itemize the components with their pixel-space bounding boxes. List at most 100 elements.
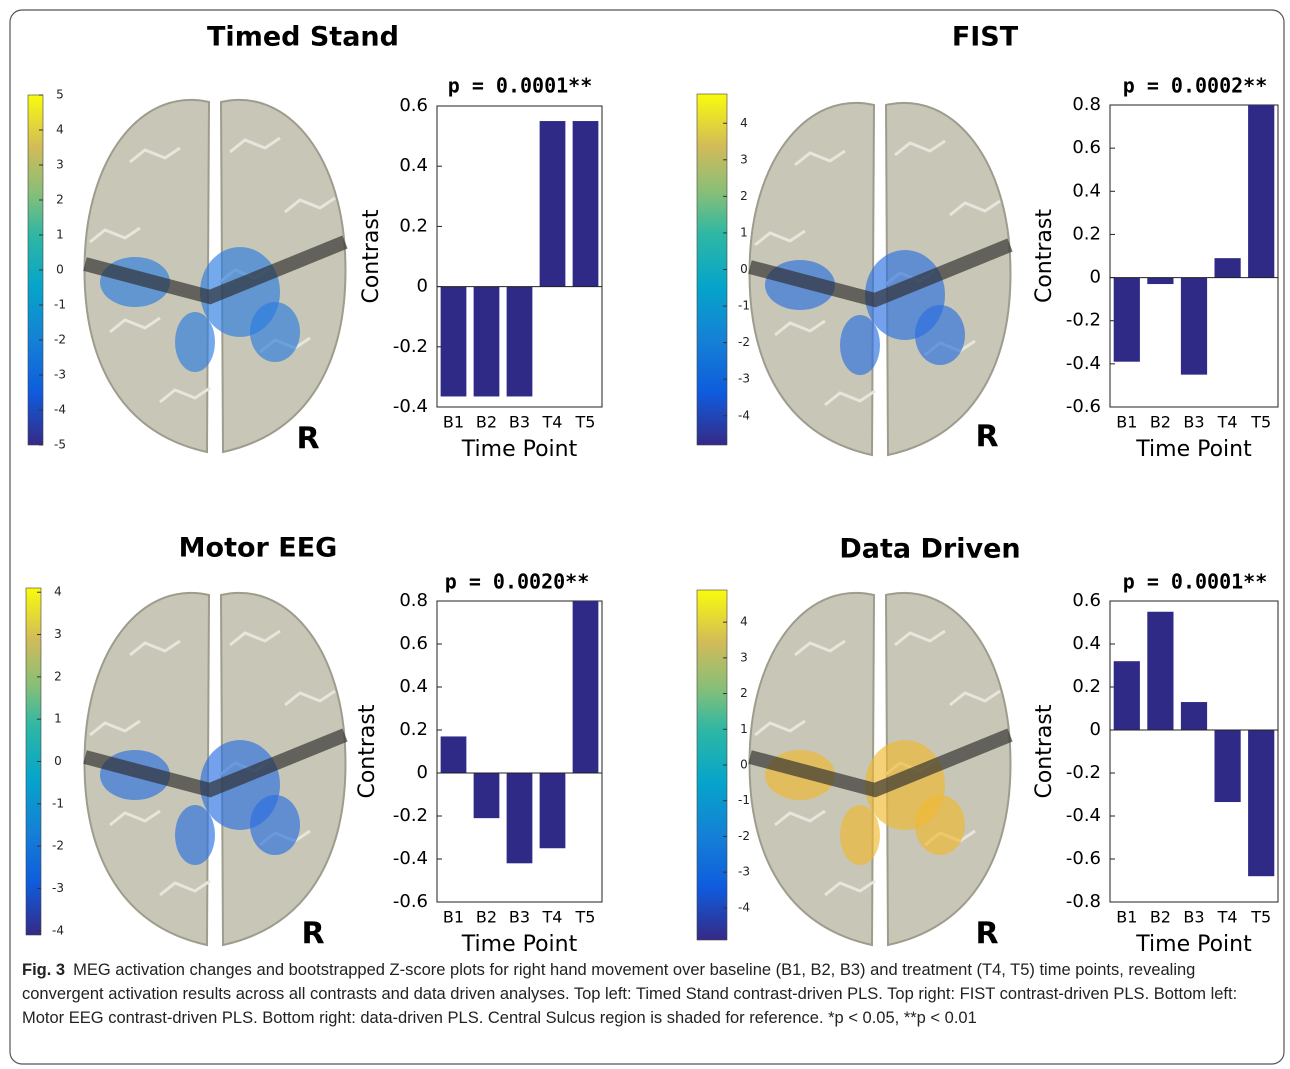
- chart-subtitle: p = 0.0002**: [1123, 74, 1268, 98]
- colorbar-tick-label: 4: [740, 615, 748, 629]
- panel-title: Motor EEG: [179, 533, 338, 564]
- colorbar-tick-label: 2: [56, 193, 64, 207]
- x-tick-label: B3: [509, 413, 530, 432]
- y-tick-label: 0.8: [399, 590, 428, 611]
- x-tick-label: B1: [1116, 413, 1137, 432]
- colorbar-tick-label: 2: [54, 669, 62, 683]
- colorbar-tick-label: -1: [52, 796, 64, 810]
- bar: [441, 287, 467, 397]
- y-tick-label: -0.6: [1066, 396, 1101, 417]
- bar: [573, 601, 599, 773]
- colorbar-tick-label: -3: [52, 881, 64, 895]
- y-tick-label: 0: [1090, 719, 1101, 740]
- colorbar-tick-label: 4: [740, 116, 748, 130]
- y-tick-label: -0.6: [1066, 848, 1101, 869]
- colorbar-tick-label: -3: [738, 865, 750, 879]
- colorbar-tick-label: 3: [54, 627, 62, 641]
- x-tick-label: T5: [575, 908, 596, 927]
- caption-text: MEG activation changes and bootstrapped …: [22, 961, 1237, 1027]
- brain-image: [85, 100, 346, 452]
- activation-blob: [175, 312, 215, 372]
- y-tick-label: -0.2: [1066, 310, 1101, 331]
- colorbar-tick-label: 5: [56, 88, 64, 102]
- y-tick-label: 0.2: [399, 719, 428, 740]
- bar: [507, 287, 533, 397]
- colorbar-tick-label: 2: [740, 686, 748, 700]
- x-tick-label: B1: [443, 413, 464, 432]
- x-tick-label: B1: [1116, 908, 1137, 927]
- y-tick-label: 0.6: [1072, 137, 1101, 158]
- bar: [1248, 105, 1274, 278]
- x-tick-label: B3: [509, 908, 530, 927]
- bar: [507, 773, 533, 863]
- bar: [441, 736, 467, 773]
- colorbar-tick-label: -2: [52, 839, 64, 853]
- activation-blob: [915, 305, 965, 365]
- y-axis-label: Contrast: [1032, 704, 1057, 798]
- colorbar-tick-label: -1: [738, 793, 750, 807]
- bar: [1114, 278, 1140, 362]
- activation-blob: [175, 805, 215, 865]
- activation-blob: [840, 805, 880, 865]
- bar: [1114, 661, 1140, 730]
- x-tick-label: B2: [1150, 413, 1171, 432]
- panel-title: Data Driven: [839, 534, 1020, 565]
- y-tick-label: -0.4: [1066, 353, 1101, 374]
- bar: [1181, 278, 1207, 375]
- y-tick-label: -0.8: [1066, 891, 1101, 912]
- y-axis-label: Contrast: [355, 704, 380, 798]
- x-axis-label: Time Point: [461, 437, 578, 462]
- colorbar-tick-label: -2: [738, 335, 750, 349]
- y-tick-label: -0.4: [393, 396, 428, 417]
- bar: [474, 773, 500, 818]
- y-axis-label: Contrast: [1032, 209, 1057, 303]
- hemisphere-label: R: [296, 422, 319, 457]
- y-tick-label: 0: [1090, 267, 1101, 288]
- brain-image: [750, 593, 1011, 945]
- y-tick-label: -0.4: [393, 848, 428, 869]
- colorbar-tick-label: -2: [738, 829, 750, 843]
- colorbar-tick-label: 4: [56, 123, 64, 137]
- bar: [1248, 730, 1274, 876]
- page: Timed Stand-5-4-3-2-1012345Rp = 0.0001**…: [0, 0, 1290, 1069]
- colorbar-tick-label: 1: [740, 225, 748, 239]
- y-tick-label: -0.2: [393, 336, 428, 357]
- x-tick-label: B2: [1150, 908, 1171, 927]
- colorbar-tick-label: 1: [56, 228, 64, 242]
- y-tick-label: -0.2: [393, 805, 428, 826]
- bar: [1214, 730, 1240, 802]
- y-tick-label: 0.4: [399, 155, 428, 176]
- x-tick-label: T4: [542, 413, 563, 432]
- y-tick-label: -0.2: [1066, 762, 1101, 783]
- y-tick-label: 0.6: [1072, 590, 1101, 611]
- colorbar-tick-label: -3: [738, 372, 750, 386]
- colorbar-tick-label: -2: [54, 333, 66, 347]
- bar: [540, 121, 566, 287]
- y-tick-label: 0.4: [399, 676, 428, 697]
- hemisphere-label: R: [301, 917, 324, 952]
- activation-blob: [250, 302, 300, 362]
- bar: [540, 773, 566, 848]
- chart-subtitle: p = 0.0001**: [1123, 570, 1268, 594]
- colorbar-tick-label: -3: [54, 368, 66, 382]
- colorbar-tick-label: -4: [738, 408, 750, 422]
- chart-subtitle: p = 0.0020**: [445, 570, 590, 594]
- colorbar-tick-label: 3: [740, 152, 748, 166]
- y-tick-label: 0.2: [1072, 223, 1101, 244]
- colorbar-tick-label: 0: [56, 263, 64, 277]
- brain-image: [750, 103, 1011, 455]
- x-axis-label: Time Point: [1135, 932, 1252, 957]
- chart-subtitle: p = 0.0001**: [448, 74, 593, 98]
- x-axis-label: Time Point: [461, 932, 578, 957]
- y-tick-label: 0: [417, 276, 428, 297]
- bar: [1214, 258, 1240, 277]
- colorbar-tick-label: 3: [56, 158, 64, 172]
- x-tick-label: T4: [1217, 908, 1238, 927]
- x-tick-label: B1: [443, 908, 464, 927]
- x-tick-label: B2: [476, 908, 497, 927]
- caption-label: Fig. 3: [22, 961, 65, 979]
- y-tick-label: 0.4: [1072, 180, 1101, 201]
- activation-blob: [915, 795, 965, 855]
- x-tick-label: B3: [1183, 413, 1204, 432]
- bar: [1147, 278, 1173, 284]
